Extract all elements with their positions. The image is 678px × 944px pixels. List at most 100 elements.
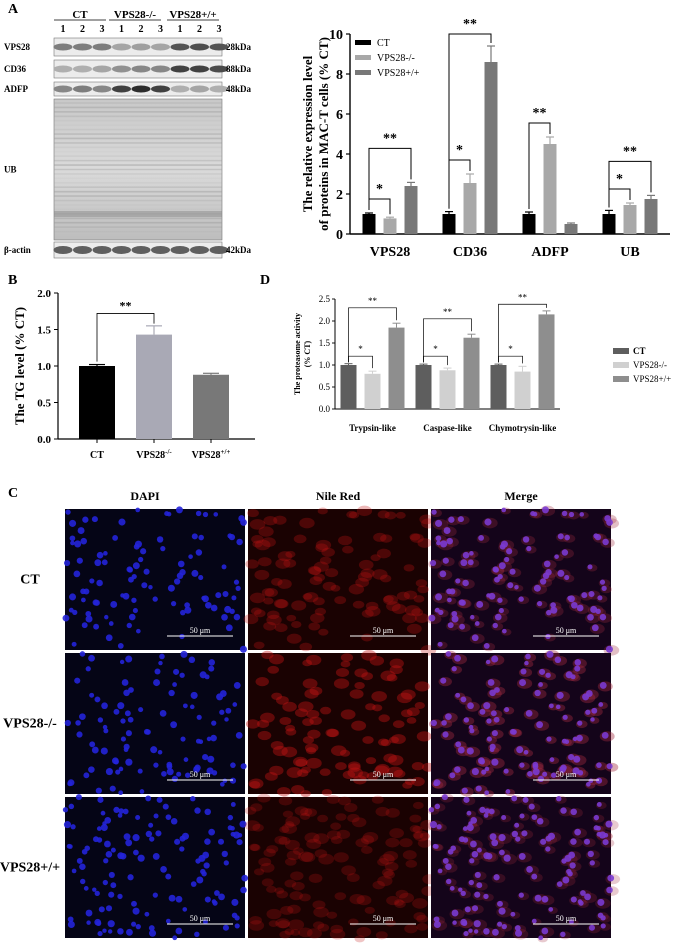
nucleus xyxy=(545,672,551,678)
nucleus xyxy=(117,893,123,900)
nucleus xyxy=(239,820,247,828)
significance-label: * xyxy=(508,344,513,354)
nucleus xyxy=(554,554,559,559)
nucleus xyxy=(571,601,578,609)
nucleus xyxy=(429,559,437,567)
nucleus xyxy=(79,863,86,870)
lipid-droplet xyxy=(319,556,332,565)
bar xyxy=(564,224,578,234)
nucleus xyxy=(67,781,73,787)
nucleus xyxy=(486,593,491,598)
nucleus xyxy=(486,718,492,724)
nucleus xyxy=(93,623,100,630)
nucleus xyxy=(139,789,145,794)
lipid-droplet xyxy=(399,838,413,848)
lipid-droplet xyxy=(258,857,272,867)
nucleus xyxy=(138,707,144,713)
nucleus xyxy=(470,816,478,824)
y-tick-label: 10 xyxy=(329,28,343,43)
nucleus xyxy=(445,651,452,657)
lipid-droplet xyxy=(385,807,400,818)
blot-band xyxy=(92,246,112,254)
bar xyxy=(136,334,172,439)
nucleus xyxy=(474,621,480,626)
nucleus xyxy=(92,887,97,892)
nucleus xyxy=(205,601,212,609)
nucleus xyxy=(556,881,563,887)
nucleus xyxy=(148,822,154,828)
nucleus xyxy=(451,666,457,672)
nucleus xyxy=(574,659,582,666)
nucleus xyxy=(179,633,185,640)
significance-bracket xyxy=(368,198,391,215)
significance-bracket xyxy=(96,313,155,362)
nucleus xyxy=(110,847,116,853)
nucleus xyxy=(466,810,472,816)
nucleus xyxy=(161,771,167,777)
nucleus xyxy=(71,641,77,647)
nucleus xyxy=(208,665,215,672)
nucleus xyxy=(485,659,491,665)
blot-row: ADFP 48kDa xyxy=(4,81,252,97)
lipid-droplet xyxy=(305,747,317,755)
nucleus xyxy=(445,863,452,870)
nucleus xyxy=(184,772,191,778)
lipid-droplet xyxy=(302,659,313,667)
nucleus xyxy=(91,516,98,523)
legend-label: VPS28-/- xyxy=(633,360,667,370)
nucleus xyxy=(461,920,468,926)
nucleus xyxy=(561,510,568,517)
blot-band xyxy=(131,246,151,254)
lipid-droplet xyxy=(308,622,321,631)
lipid-droplet xyxy=(376,548,391,559)
nucleus xyxy=(138,556,144,563)
nucleus xyxy=(531,918,537,924)
lipid-droplet xyxy=(380,574,392,583)
bar xyxy=(514,371,531,409)
lipid-droplet xyxy=(355,838,369,848)
lipid-droplet xyxy=(252,823,264,832)
nucleus xyxy=(175,895,183,903)
lipid-droplet xyxy=(341,865,356,876)
nucleus xyxy=(211,899,217,904)
nucleus xyxy=(580,890,586,896)
nucleus xyxy=(101,702,108,710)
bar xyxy=(439,370,456,409)
nucleus xyxy=(454,654,461,662)
nucleus xyxy=(542,506,549,514)
nucleus xyxy=(127,567,133,573)
lipid-droplet xyxy=(318,853,335,865)
nucleus xyxy=(468,724,474,730)
x-tick-label: Trypsin-like xyxy=(349,423,396,433)
lipid-droplet xyxy=(263,515,278,526)
lipid-droplet xyxy=(315,543,329,553)
lipid-droplet xyxy=(257,793,271,803)
nucleus xyxy=(599,579,606,585)
lipid-droplet xyxy=(276,787,291,797)
lipid-droplet xyxy=(349,689,364,699)
nucleus xyxy=(152,852,160,860)
nucleus xyxy=(597,912,604,919)
blot-lane-number: 2 xyxy=(139,24,144,35)
nucleus xyxy=(498,834,506,842)
nucleus xyxy=(104,840,111,848)
lipid-droplet xyxy=(275,558,291,569)
lipid-droplet xyxy=(362,736,374,744)
lipid-droplet xyxy=(253,609,266,618)
nucleus xyxy=(132,562,140,570)
lipid-droplet xyxy=(266,614,282,626)
nucleus xyxy=(80,878,86,885)
nucleus xyxy=(436,540,441,546)
lipid-droplet xyxy=(411,777,425,787)
lipid-droplet xyxy=(253,868,265,876)
nucleus xyxy=(597,595,603,601)
nucleus xyxy=(484,518,492,526)
blot-band xyxy=(190,43,209,51)
nucleus xyxy=(131,597,137,603)
panel-label-d: D xyxy=(260,273,271,288)
nucleus xyxy=(96,826,102,831)
lipid-droplet xyxy=(403,590,418,600)
bar xyxy=(388,327,405,409)
lipid-droplet xyxy=(402,850,417,860)
microscopy-column-label: Merge xyxy=(504,489,538,503)
